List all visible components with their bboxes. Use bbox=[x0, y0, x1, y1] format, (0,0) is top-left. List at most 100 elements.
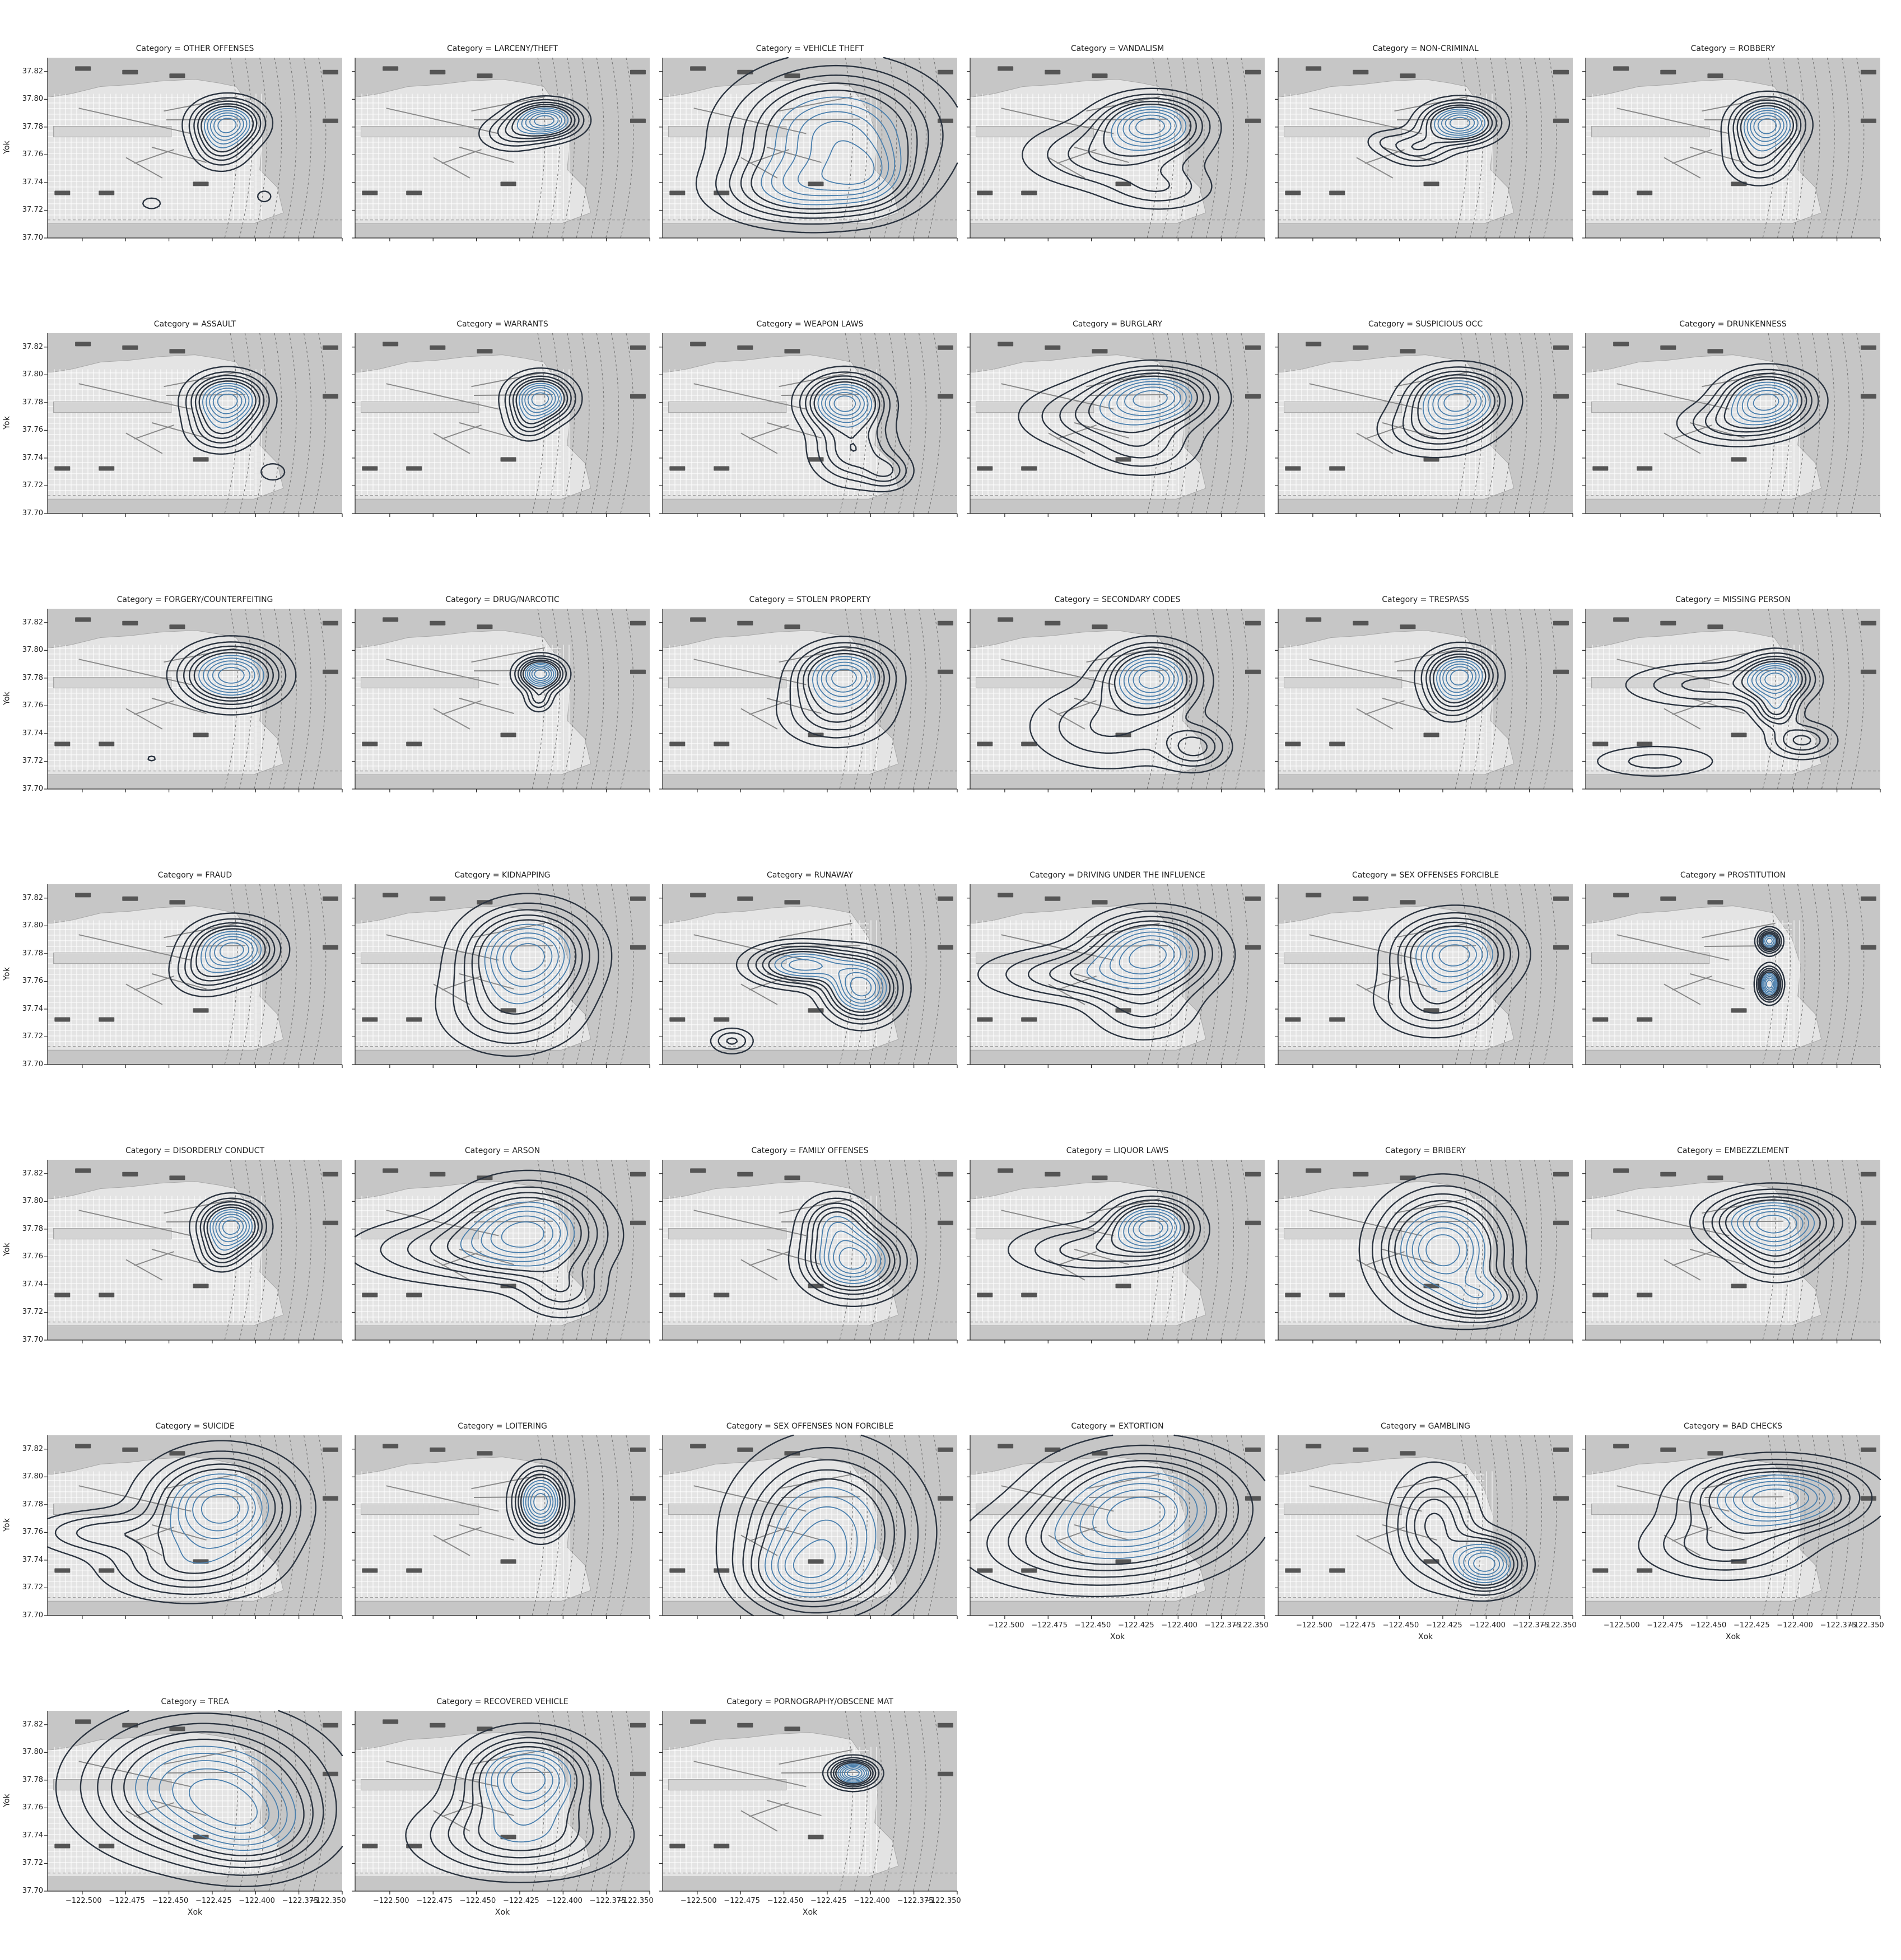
x-axis-label: Xok bbox=[802, 1908, 818, 1917]
panel-plot-area bbox=[44, 57, 343, 241]
facet-panel: Category = BAD CHECKS −122.500 −122.475 −12… bbox=[1582, 1422, 1884, 1641]
contour-level-1 bbox=[715, 1434, 938, 1617]
contour-level-9 bbox=[784, 1519, 847, 1584]
y-tick-label: 37.76 bbox=[22, 1528, 43, 1537]
y-axis-label: Yok bbox=[2, 1518, 12, 1532]
contour-level-5 bbox=[123, 1738, 305, 1856]
contour-level-7 bbox=[525, 1483, 556, 1521]
panel-title: Category = PORNOGRAPHY/OBSCENE MAT bbox=[726, 1697, 893, 1706]
contour-level-3 bbox=[1402, 370, 1506, 445]
contour-level-7 bbox=[521, 109, 566, 133]
contour-level-6 bbox=[1111, 106, 1187, 151]
contour-level-5 bbox=[1111, 1205, 1185, 1253]
x-tick-label: −122.450 bbox=[1382, 1621, 1419, 1630]
contour-level-2 bbox=[798, 1197, 908, 1300]
y-tick-label: 37.72 bbox=[22, 206, 43, 214]
contour-level-1 bbox=[791, 365, 915, 493]
x-tick-label: −122.500 bbox=[1296, 1621, 1332, 1630]
contour-level-8 bbox=[1109, 935, 1181, 979]
contour-level-5 bbox=[201, 105, 254, 153]
contour-level-2 bbox=[188, 97, 267, 166]
panel-plot-area bbox=[967, 333, 1265, 517]
contour-level-8 bbox=[1426, 936, 1483, 978]
x-tick-label: −122.350 bbox=[1540, 1621, 1577, 1630]
panel-plot-area bbox=[44, 1435, 343, 1619]
contour-level-10 bbox=[846, 1769, 860, 1777]
contour-level-6 bbox=[1746, 663, 1800, 710]
contour-level-1 bbox=[1008, 1189, 1210, 1277]
kde-contours bbox=[168, 912, 291, 997]
contour-level-1 bbox=[695, 57, 958, 234]
contour-level-9 bbox=[797, 120, 883, 191]
contour-level-3 bbox=[407, 1186, 598, 1303]
contour-level-9 bbox=[213, 115, 241, 137]
kde-contours bbox=[695, 57, 958, 234]
contour-level-1 bbox=[189, 1192, 274, 1273]
kde-contours bbox=[788, 1191, 919, 1307]
y-axis-label: Yok bbox=[2, 1243, 12, 1256]
panel-plot-area bbox=[659, 1434, 958, 1619]
kde-contours bbox=[509, 652, 572, 713]
contour-level-4 bbox=[1414, 1499, 1518, 1589]
contour-level-4 bbox=[751, 1469, 895, 1608]
x-axis-label: Xok bbox=[187, 1908, 203, 1917]
kde-contours bbox=[1753, 926, 1786, 1006]
kde-contours bbox=[1029, 635, 1233, 774]
y-tick-label: 37.70 bbox=[22, 1060, 43, 1068]
map-basemap bbox=[1278, 608, 1573, 790]
panel-title: Category = RUNAWAY bbox=[767, 871, 853, 880]
contour-level-7 bbox=[491, 1754, 566, 1826]
contour-level-2 bbox=[380, 1179, 609, 1310]
panel-plot-area bbox=[659, 1159, 958, 1343]
contour-level-1 bbox=[1018, 359, 1232, 476]
contour-level-6 bbox=[761, 96, 902, 206]
contour-level-9 bbox=[530, 1489, 551, 1515]
contour-level-8 bbox=[525, 111, 562, 131]
contour-level-2 bbox=[1663, 1458, 1873, 1571]
contour-level-7 bbox=[146, 1753, 288, 1846]
contour-level-1 bbox=[405, 1722, 635, 1883]
contour-level-10 bbox=[850, 977, 872, 997]
panel-plot-area bbox=[1275, 333, 1573, 517]
contour-level-3 bbox=[796, 646, 891, 731]
contour-level-4 bbox=[190, 925, 271, 982]
contour-level-7 bbox=[780, 956, 884, 1007]
contour-level-9 bbox=[1446, 666, 1473, 690]
y-axis-label: Yok bbox=[2, 967, 12, 981]
contour-level-10 bbox=[1756, 1215, 1790, 1234]
kde-contours bbox=[1358, 1173, 1538, 1331]
contour-level-3 bbox=[1089, 646, 1216, 762]
contour-level-7 bbox=[1725, 1477, 1826, 1522]
x-tick-label: −122.400 bbox=[1469, 1621, 1506, 1630]
y-tick-label: 37.74 bbox=[22, 1831, 43, 1840]
contour-level-8 bbox=[1127, 1214, 1173, 1244]
y-tick-label: 37.78 bbox=[22, 1775, 43, 1784]
contour-level-7 bbox=[1439, 661, 1480, 697]
x-tick-label: −122.350 bbox=[617, 1897, 654, 1905]
kde-contours bbox=[1638, 1452, 1881, 1581]
facet-panel: Category = FRAUD 37.70 37.72 37.74 37.76 37.7… bbox=[3, 871, 343, 1068]
facet-panel: Category = EMBEZZLEMENT bbox=[1582, 1146, 1881, 1343]
contour-level-8 bbox=[1750, 112, 1784, 142]
contour-level-2 bbox=[177, 918, 282, 991]
panel-title: Category = TRESPASS bbox=[1382, 595, 1469, 604]
x-tick-label: −122.450 bbox=[1690, 1621, 1727, 1630]
x-tick-label: −122.500 bbox=[680, 1897, 717, 1905]
contour-level-8 bbox=[824, 389, 865, 419]
contour-level-8 bbox=[209, 388, 246, 419]
contour-level-8 bbox=[777, 1506, 858, 1589]
contour-level-7 bbox=[178, 1478, 263, 1549]
contour-level-4 bbox=[1699, 1467, 1851, 1551]
contour-level-10 bbox=[222, 1219, 240, 1235]
contour-level-8 bbox=[841, 1766, 865, 1781]
contour-level-1 bbox=[178, 366, 286, 481]
contour-level-8 bbox=[159, 1760, 279, 1840]
kde-contours bbox=[142, 92, 274, 209]
contour-level-10 bbox=[220, 942, 244, 959]
y-tick-label: 37.70 bbox=[22, 785, 43, 793]
contour-level-5 bbox=[1725, 1199, 1821, 1257]
contour-level-5 bbox=[1424, 1513, 1515, 1586]
facet-panel: Category = FORGERY/COUNTERFEITING 37.70 37… bbox=[3, 595, 343, 793]
map-basemap bbox=[662, 1710, 957, 1892]
contour-level-3 bbox=[514, 1469, 567, 1534]
